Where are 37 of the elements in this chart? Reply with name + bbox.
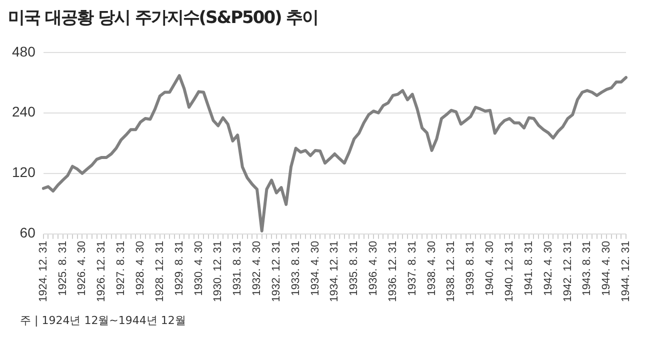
x-tick-label: 1928. 12. 31 <box>154 240 166 302</box>
x-tick-label: 1926. 4. 30 <box>76 240 88 296</box>
y-tick-label: 240 <box>12 104 36 120</box>
chart-title: 미국 대공황 당시 주가지수(S&P500) 추이 <box>8 7 318 29</box>
x-tick-label: 1928. 4. 30 <box>134 240 146 296</box>
x-tick-label: 1942. 12. 31 <box>562 240 574 302</box>
x-tick-label: 1935. 8. 31 <box>348 240 360 296</box>
x-tick-label: 1930. 12. 31 <box>212 240 224 302</box>
x-tick-label: 1933. 8. 31 <box>290 240 302 296</box>
x-tick-label: 1938. 4. 30 <box>426 240 438 296</box>
x-tick-label: 1930. 4. 30 <box>192 240 205 296</box>
x-tick-label: 1927. 8. 31 <box>115 240 128 296</box>
x-tick-label: 1932. 4. 30 <box>251 240 264 296</box>
x-tick-label: 1940. 4. 30 <box>484 240 496 296</box>
y-tick-label: 480 <box>12 43 36 60</box>
x-tick-label: 1929. 8. 31 <box>173 240 186 296</box>
x-tick-label: 1942. 4. 30 <box>542 240 554 296</box>
x-tick-label: 1934. 4. 30 <box>309 240 322 296</box>
x-tick-label: 1931. 8. 31 <box>232 240 244 296</box>
x-tick-label: 1926. 12. 31 <box>96 240 108 302</box>
y-tick-label: 60 <box>20 224 36 241</box>
x-tick-label: 1932. 12. 31 <box>270 240 282 302</box>
x-tick-label: 1934. 12. 31 <box>328 240 341 302</box>
text: 주 | 1924년 12월~1944년 12월 <box>20 313 186 328</box>
x-tick-label: 1944. 12. 31 <box>620 240 632 302</box>
x-tick-label: 1936. 12. 31 <box>386 240 399 302</box>
x-tick-label: 1936. 4. 30 <box>368 240 380 296</box>
x-tick-label: 1925. 8. 31 <box>56 240 69 296</box>
x-tick-label: 1937. 8. 31 <box>406 240 418 296</box>
x-tick-label: 1943. 8. 31 <box>581 240 594 296</box>
y-tick-label: 120 <box>12 164 36 180</box>
x-tick-label: 1944. 4. 30 <box>600 240 613 296</box>
x-tick-label: 1941. 8. 31 <box>522 240 535 296</box>
x-tick-label: 1938. 12. 31 <box>445 240 458 302</box>
x-tick-label: 1940. 12. 31 <box>504 240 516 302</box>
x-tick-label: 1939. 8. 31 <box>464 240 477 296</box>
x-tick-label: 1924. 12. 31 <box>37 240 50 302</box>
